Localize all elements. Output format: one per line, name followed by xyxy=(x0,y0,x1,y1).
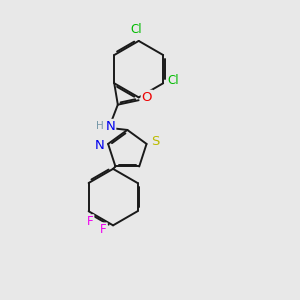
Text: S: S xyxy=(151,135,160,148)
Text: H: H xyxy=(95,122,103,131)
Text: F: F xyxy=(87,215,93,228)
Text: F: F xyxy=(100,223,107,236)
Text: Cl: Cl xyxy=(168,74,179,87)
Text: O: O xyxy=(142,91,152,104)
Text: Cl: Cl xyxy=(130,23,142,36)
Text: N: N xyxy=(106,120,115,133)
Text: N: N xyxy=(95,139,105,152)
